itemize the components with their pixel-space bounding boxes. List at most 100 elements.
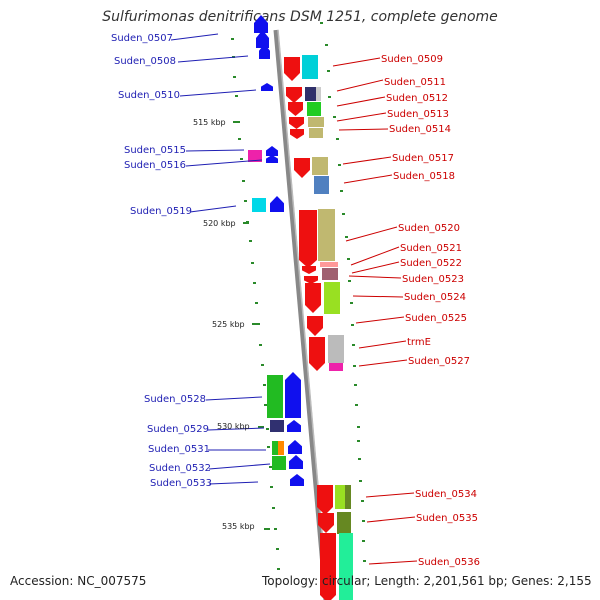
tick-mark [350,302,353,304]
gene-suden-0512b [307,102,321,116]
tick-mark [327,70,330,72]
gene-label-suden-0510[interactable]: Suden_0510 [118,90,180,101]
gene-label-suden-0512[interactable]: Suden_0512 [386,93,448,104]
tick-mark [325,44,328,46]
kbp-tick [264,528,270,530]
tick-mark [255,302,258,304]
leader-suden-0507 [170,33,219,41]
gene-suden-0513b [308,117,324,127]
tick-mark [342,213,345,215]
gene-suden-0507b [256,30,269,48]
gene-label-suden-0516[interactable]: Suden_0516 [124,160,186,171]
tick-mark [276,548,279,550]
gene-suden-0535a [318,513,334,533]
gene-label-suden-0527[interactable]: Suden_0527 [408,356,470,367]
leader-suden-0523 [348,275,402,279]
gene-suden-0520b [318,209,335,261]
tick-mark [238,138,241,140]
gene-suden-0516a [266,146,278,156]
tick-mark [242,180,245,182]
tick-mark [231,38,234,40]
leader-suden-0513 [336,112,387,122]
tick-mark [253,282,256,284]
gene-label-suden-0534[interactable]: Suden_0534 [415,489,477,500]
gene-suden-0523b [322,268,338,280]
gene-label-suden-0511[interactable]: Suden_0511 [384,77,446,88]
tick-mark [357,426,360,428]
tick-mark [347,258,350,260]
tick-mark [235,95,238,97]
tick-mark [354,384,357,386]
gene-label-suden-0515[interactable]: Suden_0515 [124,145,186,156]
gene-label-suden-0517[interactable]: Suden_0517 [392,153,454,164]
leader-suden-0516 [185,159,263,167]
gene-label-suden-0507[interactable]: Suden_0507 [111,33,173,44]
gene-label-suden-0524[interactable]: Suden_0524 [404,292,466,303]
kbp-label-530: 530 kbp [217,422,250,431]
leader-suden-0536 [368,560,418,565]
leader-suden-0508 [177,55,249,63]
gene-label-suden-0529[interactable]: Suden_0529 [147,424,209,435]
genome-title: Sulfurimonas denitrificans DSM 1251, com… [102,9,498,25]
kbp-tick [233,121,239,123]
gene-suden-0535b [337,512,351,534]
gene-label-suden-0525[interactable]: Suden_0525 [405,313,467,324]
kbp-label-535: 535 kbp [222,522,255,531]
tick-mark [353,365,356,367]
gene-label-trme[interactable]: trmE [407,337,431,348]
gene-suden-0536a [320,533,336,600]
gene-label-suden-0536[interactable]: Suden_0536 [418,557,480,568]
gene-suden-0522 [302,266,316,274]
tick-mark [348,280,351,282]
gene-suden-0518 [314,176,329,194]
gene-label-suden-0518[interactable]: Suden_0518 [393,171,455,182]
gene-label-suden-0533[interactable]: Suden_0533 [150,478,212,489]
gene-label-suden-0519[interactable]: Suden_0519 [130,206,192,217]
accession-text: Accession: NC_007575 [10,574,147,588]
gene-suden-0531c [288,440,302,454]
gene-label-suden-0532[interactable]: Suden_0532 [149,463,211,474]
gene-label-suden-0521[interactable]: Suden_0521 [400,243,462,254]
tick-mark [351,324,354,326]
gene-suden-0524a [305,283,321,313]
gene-label-suden-0523[interactable]: Suden_0523 [402,274,464,285]
gene-suden-0519 [252,198,266,212]
gene-label-suden-0514[interactable]: Suden_0514 [389,124,451,135]
leader-suden-0512 [336,96,386,107]
tick-marks [231,22,366,570]
tick-mark [259,344,262,346]
tick-mark [274,528,277,530]
leader-suden-0534 [365,492,415,498]
tick-mark [338,164,341,166]
gene-label-suden-0535[interactable]: Suden_0535 [416,513,478,524]
gene-label-suden-0520[interactable]: Suden_0520 [398,223,460,234]
gene-suden-0536b [339,533,353,600]
gene-suden-0519b [270,196,284,212]
tick-mark [359,480,362,482]
gene-suden-0528a [267,375,283,418]
gene-suden-0517b [312,157,328,175]
tick-mark [336,138,339,140]
leader-trme [358,340,407,349]
tick-mark [277,568,280,570]
tick-mark [328,96,331,98]
gene-label-suden-0528[interactable]: Suden_0528 [144,394,206,405]
tick-mark [266,428,269,430]
gene-label-suden-0522[interactable]: Suden_0522 [400,258,462,269]
tick-mark [270,486,273,488]
tick-mark [233,76,236,78]
gene-suden-0509a [284,57,300,81]
gene-suden-0511b [305,87,317,101]
kbp-tick [243,222,249,224]
gene-suden-0527b [329,363,343,371]
gene-label-suden-0509[interactable]: Suden_0509 [381,54,443,65]
tick-mark [272,507,275,509]
gene-label-suden-0508[interactable]: Suden_0508 [114,56,176,67]
tick-mark [249,240,252,242]
gene-suden-0514a [290,129,304,139]
tick-mark [358,458,361,460]
gene-label-suden-0531[interactable]: Suden_0531 [148,444,210,455]
gene-label-suden-0513[interactable]: Suden_0513 [387,109,449,120]
gene-suden-0507 [254,15,268,33]
